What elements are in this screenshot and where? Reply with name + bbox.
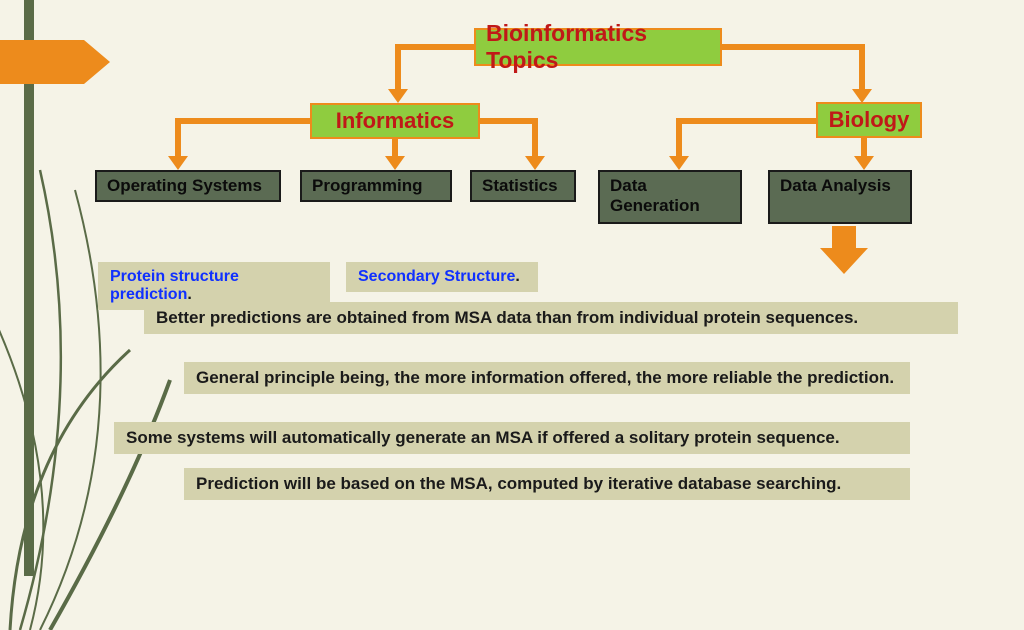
connector (175, 118, 310, 124)
node-informatics: Informatics (310, 103, 480, 139)
link-text: Secondary Structure (358, 268, 515, 285)
paragraph-text: General principle being, the more inform… (196, 368, 894, 387)
link-text: Protein structure prediction (110, 268, 239, 303)
node-data-generation: Data Generation (598, 170, 742, 224)
arrowhead-icon (388, 89, 408, 103)
connector (532, 118, 538, 156)
node-biology: Biology (816, 102, 922, 138)
link-secondary-structure: Secondary Structure. (346, 262, 538, 292)
node-label: Data Generation (610, 176, 730, 216)
connector (392, 139, 398, 157)
connector (480, 118, 538, 124)
connector (676, 118, 682, 156)
connector (722, 44, 865, 50)
node-label: Data Analysis (780, 176, 891, 196)
down-arrow-icon (820, 226, 868, 274)
arrowhead-icon (168, 156, 188, 170)
paragraph-1: Better predictions are obtained from MSA… (144, 302, 958, 334)
node-label: Bioinformatics Topics (486, 20, 710, 74)
node-label: Informatics (336, 108, 455, 134)
dot: . (515, 268, 519, 285)
connector (676, 118, 816, 124)
arrowhead-icon (854, 156, 874, 170)
arrowhead-icon (525, 156, 545, 170)
node-operating-systems: Operating Systems (95, 170, 281, 202)
node-statistics: Statistics (470, 170, 576, 202)
node-label: Biology (829, 107, 910, 133)
node-data-analysis: Data Analysis (768, 170, 912, 224)
node-programming: Programming (300, 170, 452, 202)
arrowhead-icon (669, 156, 689, 170)
paragraph-text: Prediction will be based on the MSA, com… (196, 474, 841, 493)
paragraph-2: General principle being, the more inform… (184, 362, 910, 394)
connector (395, 44, 401, 89)
dot: . (187, 286, 191, 303)
paragraph-3: Some systems will automatically generate… (114, 422, 910, 454)
node-label: Operating Systems (107, 176, 262, 196)
node-label: Programming (312, 176, 423, 196)
paragraph-4: Prediction will be based on the MSA, com… (184, 468, 910, 500)
connector (861, 138, 867, 156)
paragraph-text: Some systems will automatically generate… (126, 428, 840, 447)
node-label: Statistics (482, 176, 558, 196)
node-root: Bioinformatics Topics (474, 28, 722, 66)
connector (395, 44, 474, 50)
arrowhead-icon (852, 89, 872, 103)
connector (175, 118, 181, 156)
connector (859, 44, 865, 89)
arrowhead-icon (385, 156, 405, 170)
paragraph-text: Better predictions are obtained from MSA… (156, 308, 858, 327)
